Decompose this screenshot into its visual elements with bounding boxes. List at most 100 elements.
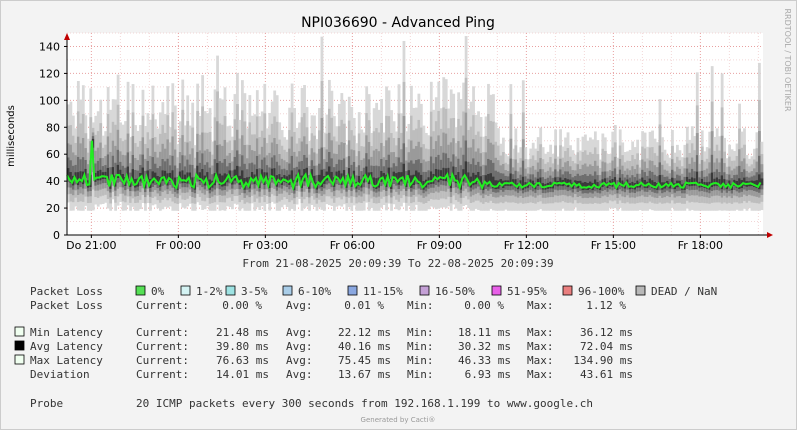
latency-smoke-mark xyxy=(648,178,652,187)
latency-smoke-mark xyxy=(89,174,93,188)
latency-smoke-mark xyxy=(613,177,617,186)
latency-smoke-mark xyxy=(206,172,209,182)
latency-smoke-mark xyxy=(554,177,557,186)
latency-current: 14.01 ms xyxy=(216,368,269,381)
latency-smoke-mark xyxy=(241,170,244,184)
cacti-credit: Generated by Cacti® xyxy=(361,416,436,424)
latency-avg: 40.16 ms xyxy=(338,340,391,353)
latency-smoke-mark xyxy=(521,176,525,190)
latency-smoke-mark xyxy=(735,180,739,188)
packet-loss-stats-label: Packet Loss xyxy=(30,299,103,312)
latency-smoke-mark xyxy=(163,170,167,181)
date-range: From 21-08-2025 20:09:39 To 22-08-2025 2… xyxy=(242,257,553,270)
packet-loss-legend-label: Packet Loss xyxy=(30,285,103,298)
latency-smoke-mark xyxy=(382,173,386,181)
latency-smoke-mark xyxy=(400,172,403,182)
latency-smoke-mark xyxy=(370,172,374,180)
latency-smoke-mark xyxy=(539,177,543,186)
latency-smoke-mark xyxy=(173,177,177,189)
latency-smoke-mark xyxy=(146,170,150,180)
latency-smoke-mark xyxy=(347,168,351,180)
latency-smoke-mark xyxy=(201,169,205,183)
packet-loss-swatch xyxy=(282,285,293,296)
latency-smoke-mark xyxy=(720,175,724,190)
latency-smoke-mark xyxy=(472,172,475,186)
latency-current: 39.80 ms xyxy=(216,340,269,353)
packet-loss-swatch xyxy=(635,285,646,296)
latency-smoke-mark xyxy=(678,180,682,187)
label-current: Current: xyxy=(136,340,189,353)
latency-smoke-mark xyxy=(564,178,567,186)
latency-smoke-mark xyxy=(723,179,727,187)
latency-smoke-mark xyxy=(191,177,195,189)
latency-avg: 75.45 ms xyxy=(338,354,391,367)
y-axis-arrow xyxy=(64,33,70,40)
latency-smoke-mark xyxy=(176,183,180,191)
latency-smoke-mark xyxy=(758,174,761,190)
packet-loss-bucket-label: 6-10% xyxy=(298,285,331,298)
packet-loss-legend: 0% 1-2% 3-5% 6-10% 11-15% 16-50% 51-95% 96-100%… xyxy=(135,285,717,298)
latency-current: 21.48 ms xyxy=(216,326,269,339)
latency-smoke-mark xyxy=(494,180,498,190)
label-current: Current: xyxy=(136,368,189,381)
latency-smoke-mark xyxy=(228,170,232,179)
latency-legend-swatch xyxy=(14,340,25,351)
latency-smoke-mark xyxy=(651,180,654,189)
latency-smoke-mark xyxy=(74,172,78,181)
latency-smoke-mark xyxy=(305,167,309,178)
latency-smoke-mark xyxy=(429,171,433,184)
latency-smoke-mark xyxy=(410,175,413,188)
x-tick-label: Fr 03:00 xyxy=(243,239,288,252)
latency-smoke-mark xyxy=(397,172,401,185)
latency-smoke-mark xyxy=(380,170,383,182)
avg-latency-line xyxy=(66,140,762,192)
latency-smoke-mark xyxy=(514,179,518,188)
latency-smoke-mark xyxy=(69,172,73,183)
latency-smoke-mark xyxy=(395,173,398,181)
latency-smoke-mark xyxy=(415,170,418,181)
latency-smoke-mark xyxy=(193,183,197,190)
latency-avg: 22.12 ms xyxy=(338,326,391,339)
latency-smoke-mark xyxy=(402,163,406,180)
latency-smoke-mark xyxy=(79,171,83,183)
latency-smoke-mark xyxy=(245,177,249,186)
latency-smoke-mark xyxy=(290,170,294,183)
label-max: Max: xyxy=(527,368,554,381)
latency-smoke-mark xyxy=(705,182,709,189)
latency-smoke-mark xyxy=(198,172,202,182)
latency-smoke-mark xyxy=(499,179,503,186)
latency-smoke-mark xyxy=(121,174,125,183)
latency-smoke-mark xyxy=(492,176,495,189)
latency-smoke-mark xyxy=(469,176,473,188)
latency-smoke-mark xyxy=(216,163,219,178)
probe-label: Probe xyxy=(30,397,63,410)
y-axis-label: milliseconds xyxy=(6,105,17,167)
latency-smoke-mark xyxy=(156,175,160,184)
latency-smoke-mark xyxy=(579,180,582,187)
packet-loss-bucket-label: 1-2% xyxy=(196,285,223,298)
packet-loss-bucket-label: 0% xyxy=(151,285,165,298)
latency-smoke-mark xyxy=(236,165,239,180)
latency-max: 72.04 ms xyxy=(580,340,633,353)
x-tick-label: Do 21:00 xyxy=(66,239,116,252)
x-tick-label: Fr 06:00 xyxy=(330,239,375,252)
y-tick-label: 60 xyxy=(46,148,60,161)
latency-smoke-mark xyxy=(106,167,110,181)
latency-smoke-mark xyxy=(320,147,324,191)
latency-smoke-mark xyxy=(221,175,224,187)
latency-smoke-mark xyxy=(593,179,597,188)
latency-smoke-mark xyxy=(265,172,269,181)
x-tick-label: Fr 15:00 xyxy=(591,239,636,252)
latency-smoke-mark xyxy=(569,179,572,187)
latency-smoke-mark xyxy=(335,171,339,180)
latency-smoke-mark xyxy=(715,177,719,186)
latency-smoke-mark xyxy=(375,178,379,189)
latency-smoke-mark xyxy=(255,169,259,181)
latency-smoke-mark xyxy=(250,172,254,181)
latency-smoke-mark xyxy=(168,172,172,181)
latency-smoke-mark xyxy=(690,177,694,186)
packet-loss-swatch xyxy=(562,285,573,296)
latency-smoke-mark xyxy=(387,167,391,179)
y-tick-label: 40 xyxy=(46,175,60,188)
